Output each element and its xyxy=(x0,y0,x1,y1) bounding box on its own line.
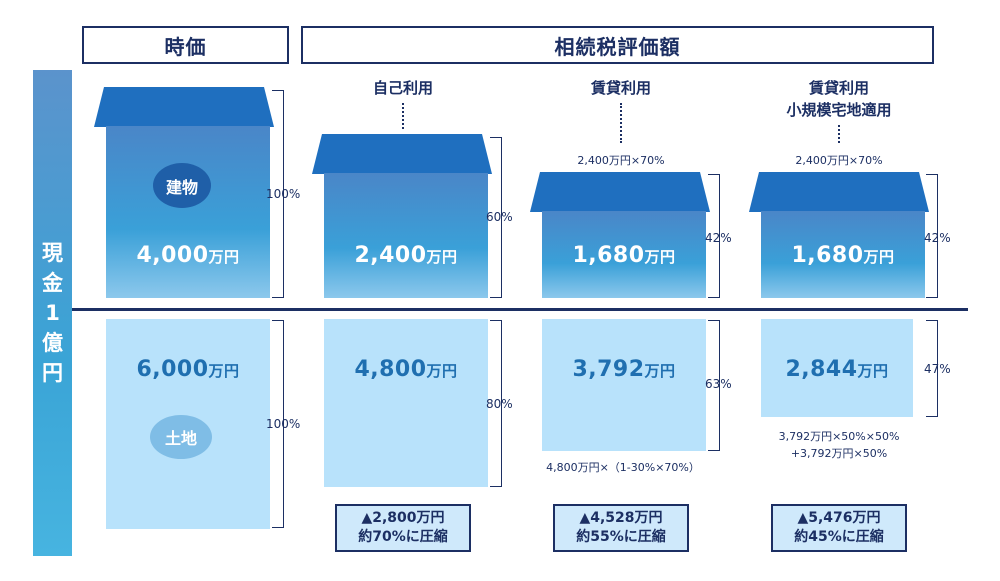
house-roof-market xyxy=(94,87,274,127)
value-unit: 万円 xyxy=(426,248,458,266)
land-small-lot-value: 2,844万円 xyxy=(761,357,913,382)
cash-sidebar: 現 金 1 億 円 xyxy=(33,70,72,556)
land-market-value: 6,000万円 xyxy=(106,357,270,382)
header-market-value: 時価 xyxy=(82,26,289,64)
formula-small-lot-land: 3,792万円×50%×50% +3,792万円×50% xyxy=(752,428,926,462)
value-number: 1,680 xyxy=(572,243,645,268)
building-market-value: 4,000万円 xyxy=(106,243,270,268)
result-rental: ▲4,528万円 約55%に圧縮 xyxy=(553,504,689,552)
formula-line2: +3,792万円×50% xyxy=(790,447,888,460)
building-rental-value: 1,680万円 xyxy=(542,243,706,268)
land-self-use xyxy=(324,319,488,487)
pct-self-use-land: 80% xyxy=(486,397,513,411)
formula-line1: 3,792万円×50%×50% xyxy=(778,430,900,443)
value-unit: 万円 xyxy=(208,248,240,266)
house-roof-rental xyxy=(530,172,710,212)
dotted-connector xyxy=(838,125,840,143)
col-small-lot-heading: 賃貸利用 小規模宅地適用 xyxy=(756,77,922,121)
value-unit: 万円 xyxy=(863,248,895,266)
bracket-small-lot-building xyxy=(926,174,938,298)
house-roof-self-use xyxy=(312,134,492,174)
col-rental-heading: 賃貸利用 xyxy=(590,79,651,97)
bracket-self-use-land xyxy=(490,320,502,487)
bracket-self-use-building xyxy=(490,137,502,298)
dotted-connector xyxy=(402,103,404,129)
sidebar-char: 億 xyxy=(42,331,63,355)
result-small-lot: ▲5,476万円 約45%に圧縮 xyxy=(771,504,907,552)
land-label: 土地 xyxy=(164,429,197,448)
value-unit: 万円 xyxy=(644,362,676,380)
value-unit: 万円 xyxy=(857,362,889,380)
building-rental xyxy=(542,211,706,298)
pct-market-building: 100% xyxy=(266,187,301,201)
value-number: 3,792 xyxy=(572,357,645,382)
formula-rental-land: 4,800万円×（1-30%×70%） xyxy=(546,461,700,474)
building-self-use xyxy=(324,173,488,298)
col-small-lot-line2: 小規模宅地適用 xyxy=(786,101,892,119)
bracket-rental-building xyxy=(708,174,720,298)
pct-small-lot-building: 42% xyxy=(924,231,951,245)
value-number: 4,000 xyxy=(136,243,209,268)
result-ratio: 約45%に圧縮 xyxy=(794,529,884,545)
building-market xyxy=(106,126,270,298)
bracket-rental-land xyxy=(708,320,720,451)
building-small-lot xyxy=(761,211,925,298)
value-number: 1,680 xyxy=(791,243,864,268)
land-rental-value: 3,792万円 xyxy=(542,357,706,382)
pct-small-lot-land: 47% xyxy=(924,362,951,376)
value-number: 2,400 xyxy=(354,243,427,268)
sidebar-char: 1 xyxy=(45,301,60,325)
value-number: 2,844 xyxy=(785,357,858,382)
bracket-market-land xyxy=(272,320,284,528)
building-land-divider xyxy=(72,308,968,311)
land-small-lot xyxy=(761,319,913,417)
header-inheritance-value-label: 相続税評価額 xyxy=(554,34,681,59)
building-label-circle: 建物 xyxy=(153,163,211,208)
value-unit: 万円 xyxy=(208,362,240,380)
result-reduction: ▲5,476万円 xyxy=(797,510,881,526)
value-number: 6,000 xyxy=(136,357,209,382)
sidebar-char: 現 xyxy=(42,241,63,265)
value-unit: 万円 xyxy=(644,248,676,266)
formula-rental-building: 2,400万円×70% xyxy=(577,154,665,167)
pct-rental-land: 63% xyxy=(705,377,732,391)
building-small-lot-value: 1,680万円 xyxy=(761,243,925,268)
result-ratio: 約70%に圧縮 xyxy=(358,529,448,545)
land-self-use-value: 4,800万円 xyxy=(324,357,488,382)
dotted-connector xyxy=(620,103,622,143)
header-inheritance-value: 相続税評価額 xyxy=(301,26,934,64)
bracket-market-building xyxy=(272,90,284,298)
land-label-circle: 土地 xyxy=(150,415,212,459)
col-self-use-heading: 自己利用 xyxy=(372,79,433,97)
result-self-use: ▲2,800万円 約70%に圧縮 xyxy=(335,504,471,552)
building-label: 建物 xyxy=(165,177,198,197)
result-reduction: ▲2,800万円 xyxy=(361,510,445,526)
value-number: 4,800 xyxy=(354,357,427,382)
pct-market-land: 100% xyxy=(266,417,301,431)
bracket-small-lot-land xyxy=(926,320,938,417)
result-ratio: 約55%に圧縮 xyxy=(576,529,666,545)
pct-rental-building: 42% xyxy=(705,231,732,245)
sidebar-char: 円 xyxy=(42,361,63,385)
col-small-lot-line1: 賃貸利用 xyxy=(808,79,869,97)
value-unit: 万円 xyxy=(426,362,458,380)
formula-small-lot-building: 2,400万円×70% xyxy=(795,154,883,167)
result-reduction: ▲4,528万円 xyxy=(579,510,663,526)
house-roof-small-lot xyxy=(749,172,929,212)
building-self-use-value: 2,400万円 xyxy=(324,243,488,268)
land-rental xyxy=(542,319,706,451)
pct-self-use-building: 60% xyxy=(486,210,513,224)
header-market-value-label: 時価 xyxy=(164,34,207,59)
sidebar-char: 金 xyxy=(42,271,63,295)
